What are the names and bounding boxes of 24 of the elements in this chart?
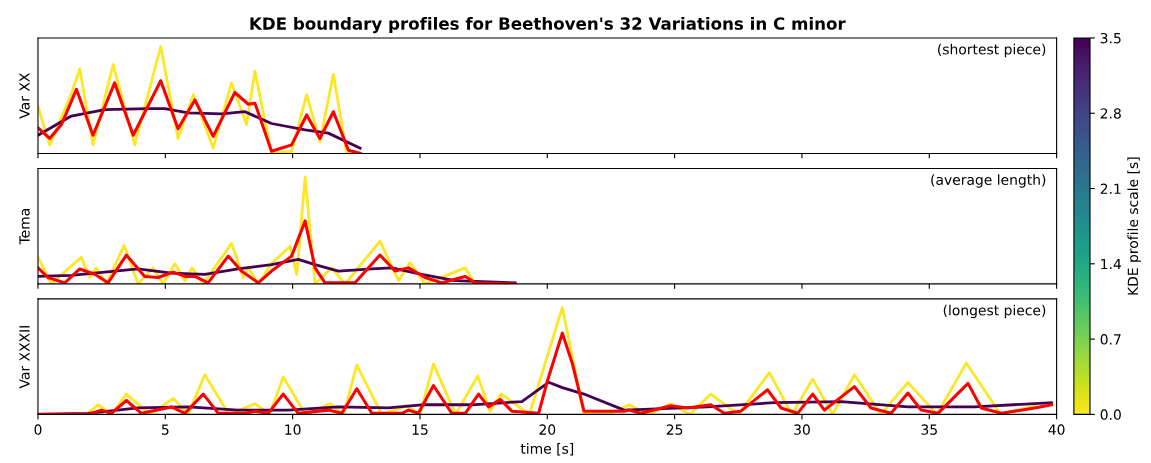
color-bar-label: 3.5 <box>1100 32 1121 44</box>
x-tick-label: 10 <box>285 424 301 435</box>
x-axis-title: time [s] <box>520 443 574 456</box>
x-tick-label: 25 <box>666 424 683 435</box>
annotation: (longest piece) <box>943 304 1046 319</box>
color-bar-label: 0.0 <box>1100 409 1121 420</box>
y-axis-title: Tema <box>19 209 30 245</box>
x-tick-label: 15 <box>412 424 428 435</box>
x-tick-label: 20 <box>539 424 556 435</box>
y-axis-title: Var XX <box>19 73 30 119</box>
x-tick-label: 5 <box>161 424 169 435</box>
annotation: (average length) <box>931 174 1046 188</box>
annotation: (shortest piece) <box>938 43 1046 58</box>
color-bar-label: 1.4 <box>1101 258 1122 270</box>
color-bar-label: 2.8 <box>1100 108 1121 119</box>
color-bar-title: KDE profile scale [s] <box>1127 157 1141 295</box>
x-tick-label: 30 <box>794 424 810 435</box>
color-bar-label: 0.7 <box>1100 334 1121 345</box>
x-tick-label: 35 <box>921 424 937 435</box>
x-tick-label: 40 <box>1048 424 1065 435</box>
chart-title: KDE boundary profiles for Beethoven's 32 Variations in C minor <box>250 16 846 34</box>
x-tick-label: 0 <box>34 424 42 435</box>
y-axis-title: Var XXXII <box>19 326 30 389</box>
color-bar-label: 2.1 <box>1100 183 1121 194</box>
